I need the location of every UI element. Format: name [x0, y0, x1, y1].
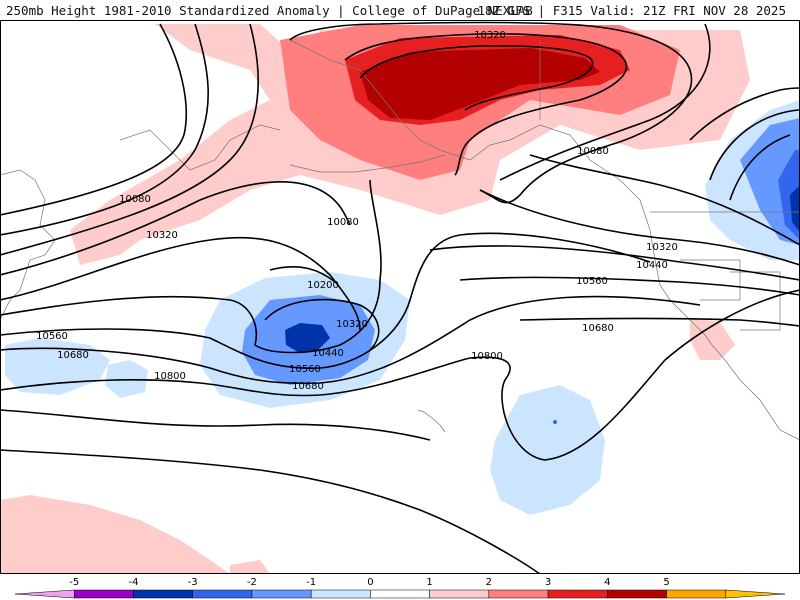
- colorbar-tick-label: -2: [247, 577, 257, 588]
- contour-label: 10800: [471, 351, 503, 362]
- contour-10680-west: [0, 295, 701, 385]
- colorbar-tick-label: 3: [545, 577, 551, 588]
- colorbar-swatch: [73, 589, 134, 599]
- contour-10800-west: [0, 289, 800, 461]
- border-states-1: [680, 259, 741, 301]
- contour-label: 10080: [327, 217, 359, 228]
- colorbar-tick-label: 1: [426, 577, 432, 588]
- contour-north-2: [0, 23, 209, 236]
- contour-northeast-1: [499, 23, 711, 181]
- contour-label: 10320: [336, 319, 368, 330]
- contour-east-10680: [519, 317, 800, 327]
- contour-east-10440: [429, 245, 800, 281]
- map-header: 250mb Height 1981-2010 Standardized Anom…: [0, 0, 800, 20]
- contour-labels: 10320 10080 10080 10320 10200 10320 1044…: [36, 30, 678, 392]
- contour-label: 10440: [312, 348, 344, 359]
- contour-label: 10680: [57, 350, 89, 361]
- contour-10560-west: [0, 232, 651, 369]
- contour-east-10080: [529, 154, 800, 246]
- contour-label: 10560: [289, 364, 321, 375]
- contour-label: 10320: [474, 30, 506, 41]
- color-scale-bar: -5 -4 -3 -2 -1 0 1 2 3 4 5: [14, 577, 786, 599]
- contour-label: 10080: [119, 194, 151, 205]
- contour-10440-low: [0, 179, 382, 354]
- colorbar-swatch: [192, 589, 253, 599]
- contour-label: 10080: [577, 146, 609, 157]
- contour-south-1: [0, 409, 431, 441]
- colorbar-tick-label: -4: [128, 577, 138, 588]
- anomaly-negative-3-core: [285, 323, 330, 352]
- colorbar-swatch: [370, 589, 430, 599]
- coastline-alaska: [289, 39, 651, 231]
- colorbar-swatch: [14, 589, 75, 599]
- contour-east-10320: [479, 189, 800, 266]
- contour-east-10560: [459, 276, 800, 296]
- anomaly-positive-baja: [690, 318, 735, 360]
- colorbar-swatch: [310, 589, 371, 599]
- contour-label: 10560: [36, 331, 68, 342]
- colorbar-swatch: [133, 589, 193, 599]
- contour-label: 10320: [146, 230, 178, 241]
- colorbar-tick-label: -1: [306, 577, 316, 588]
- contour-10320-low: [264, 298, 380, 351]
- colorbar-tick-label: -3: [188, 577, 198, 588]
- model-run-info: 18Z GFS | F315 Valid: 21Z FRI NOV 28 202…: [477, 3, 786, 18]
- contour-10200: [269, 266, 336, 283]
- contour-east-arc3: [729, 134, 791, 201]
- anomaly-negative-south: [490, 385, 605, 515]
- contour-10080-west: [0, 181, 351, 276]
- colorbar-ticks: -5 -4 -3 -2 -1 0 1 2 3 4 5: [69, 577, 669, 588]
- contour-label: 10680: [582, 323, 614, 334]
- coastline-hawaii: [417, 409, 446, 433]
- colorbar-swatch: [488, 589, 549, 599]
- colorbar-swatch: [607, 589, 667, 599]
- colorbar-tick-label: 0: [367, 577, 373, 588]
- negative-anomaly-shading: [5, 100, 800, 515]
- contour-label: 10560: [576, 276, 608, 287]
- anomaly-positive-southwest: [0, 495, 230, 574]
- contour-label: 10440: [636, 260, 668, 271]
- contour-10320-west: [0, 236, 361, 331]
- contour-north-1: [0, 23, 188, 216]
- contour-south-2: [0, 449, 541, 574]
- contour-label: 10800: [154, 371, 186, 382]
- colorbar-tick-label: 5: [663, 577, 669, 588]
- colorbar-tick-label: 4: [604, 577, 610, 588]
- colorbar-tick-label: 2: [486, 577, 492, 588]
- colorbar-swatches: [14, 589, 786, 599]
- contour-label: 10200: [307, 280, 339, 291]
- anomaly-positive-small: [230, 560, 270, 574]
- coastline-kamchatka: [119, 124, 281, 171]
- map-title: 250mb Height 1981-2010 Standardized Anom…: [6, 3, 533, 18]
- contour-east-arc: [689, 87, 800, 141]
- colorbar-swatch: [251, 589, 312, 599]
- contour-alaska-core: [359, 45, 594, 111]
- coastline-aleutians: [289, 154, 446, 173]
- contour-alaska-inner: [344, 33, 628, 176]
- colorbar-tick-label: -5: [69, 577, 79, 588]
- contour-label: 10320: [646, 242, 678, 253]
- anomaly-negative-east-4: [790, 185, 800, 232]
- contour-alaska-outer: [289, 21, 693, 204]
- anomaly-map: 10320 10080 10080 10320 10200 10320 1044…: [0, 20, 800, 574]
- anomaly-negative-dot: [553, 420, 557, 424]
- colorbar-swatch: [547, 589, 608, 599]
- colorbar-swatch: [429, 589, 490, 599]
- contour-north-3: [0, 23, 259, 256]
- height-contours: [0, 21, 800, 574]
- colorbar-swatch: [666, 589, 727, 599]
- contour-east-arc2: [709, 109, 800, 181]
- contour-label: 10680: [292, 381, 324, 392]
- colorbar-swatch: [725, 589, 786, 599]
